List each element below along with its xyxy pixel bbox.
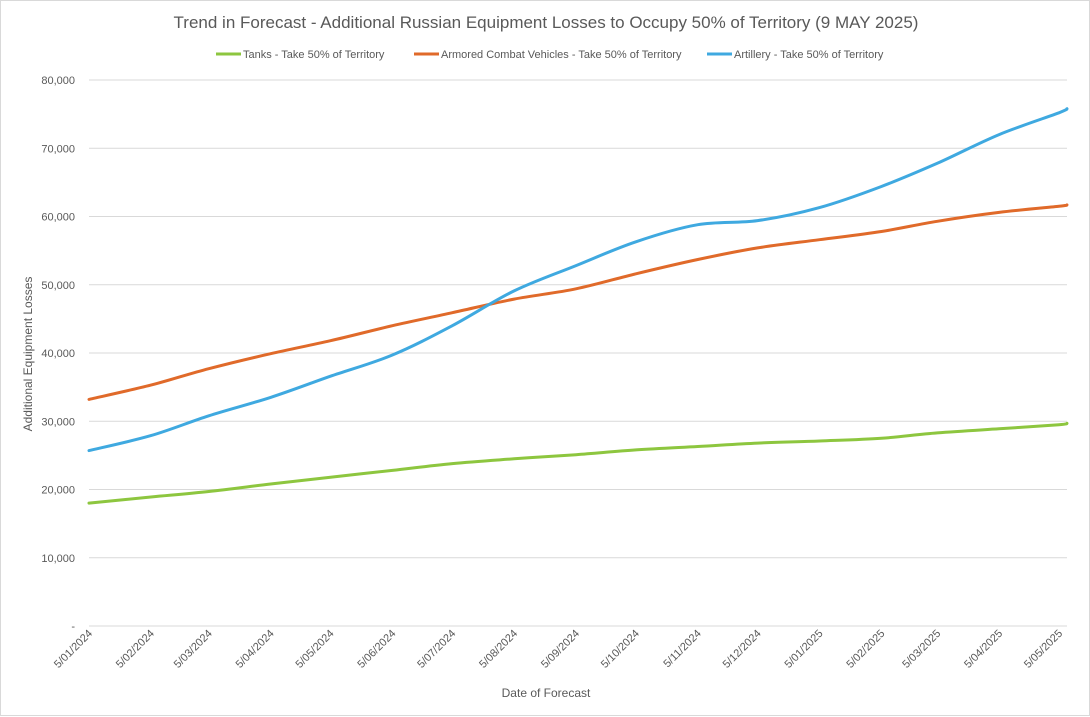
x-tick-label: 5/08/2024 [477, 628, 520, 671]
legend-label-armored: Armored Combat Vehicles - Take 50% of Te… [441, 49, 682, 61]
y-tick-label: 70,000 [41, 143, 75, 155]
series-lines [87, 107, 1069, 505]
x-tick-label: 5/11/2024 [661, 628, 704, 671]
y-tick-label: 60,000 [41, 212, 75, 224]
x-tick-label: 5/04/2024 [234, 628, 277, 671]
y-tick-label: 30,000 [41, 416, 75, 428]
x-tick-label: 5/01/2024 [52, 628, 95, 671]
y-tick-label: 50,000 [41, 280, 75, 292]
x-tick-label: 5/10/2024 [599, 628, 642, 671]
y-axis-title: Additional Equipment Losses [21, 277, 35, 432]
x-tick-label: 5/09/2024 [539, 628, 582, 671]
x-axis-title: Date of Forecast [502, 686, 591, 700]
x-tick-label: 5/02/2024 [114, 628, 157, 671]
x-tick-label: 5/07/2024 [415, 628, 458, 671]
x-tick-label: 5/02/2025 [844, 628, 887, 671]
x-tick-label: 5/03/2025 [900, 628, 943, 671]
x-tick-label: 5/12/2024 [721, 628, 764, 671]
chart-title: Trend in Forecast - Additional Russian E… [174, 13, 919, 32]
series-line-armored-vehicles [87, 203, 1069, 401]
y-axis-ticks: - 10,000 20,000 30,000 40,000 50,000 60,000 70,… [41, 75, 75, 633]
y-tick-label: 20,000 [41, 485, 75, 497]
y-tick-label: 40,000 [41, 348, 75, 360]
y-tick-label: 80,000 [41, 75, 75, 87]
y-tick-label: - [71, 621, 75, 633]
x-tick-label: 5/05/2025 [1022, 628, 1065, 671]
series-line-artillery [87, 107, 1069, 453]
gridlines [89, 79, 1067, 627]
legend-label-artillery: Artillery - Take 50% of Territory [734, 49, 884, 61]
x-tick-label: 5/01/2025 [783, 628, 826, 671]
series-line-tanks [87, 421, 1069, 505]
y-tick-label: 10,000 [41, 553, 75, 565]
legend: Tanks - Take 50% of Territory Armored Co… [216, 49, 884, 61]
x-tick-label: 5/03/2024 [172, 628, 215, 671]
x-tick-label: 5/04/2025 [962, 628, 1005, 671]
x-axis-ticks: 5/01/2024 5/02/2024 5/03/2024 5/04/2024 5/05… [52, 628, 1065, 671]
legend-label-tanks: Tanks - Take 50% of Territory [243, 49, 385, 61]
x-tick-label: 5/06/2024 [355, 628, 398, 671]
x-tick-label: 5/05/2024 [294, 628, 337, 671]
